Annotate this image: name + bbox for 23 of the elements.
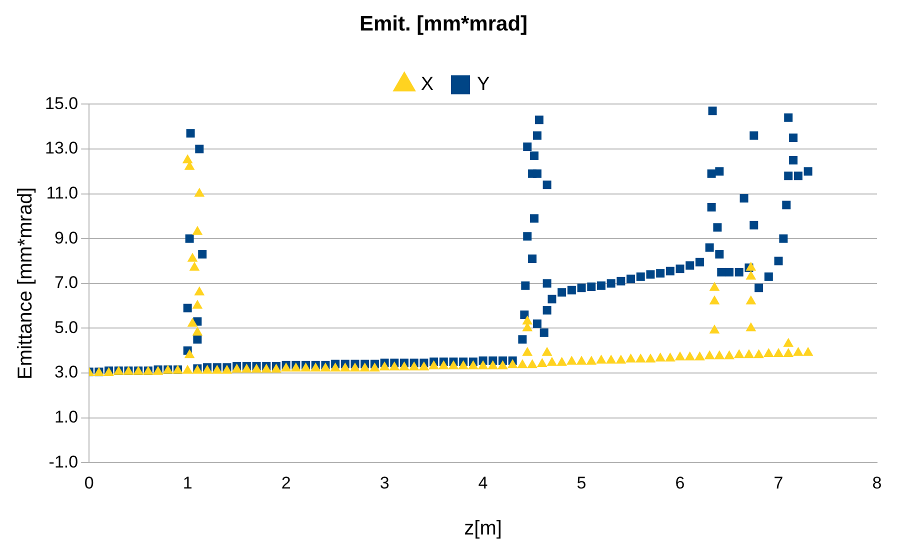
y-tick-label: 13.0 (44, 138, 78, 158)
legend-label: Y (477, 74, 490, 95)
x-tick-label: 3 (380, 473, 390, 492)
y-axis-title: Emittance [mm*mrad] (14, 187, 37, 380)
y-tick-label: 7.0 (54, 273, 78, 292)
y-tick-label: 1.0 (54, 407, 78, 426)
y-tick-label: 5.0 (54, 318, 78, 337)
x-tick-label: 7 (774, 473, 784, 492)
x-tick-label: 2 (281, 473, 291, 492)
x-tick-label: 5 (576, 473, 586, 492)
x-tick-label: 0 (84, 473, 94, 492)
chart-title: Emit. [mm*mrad] (359, 12, 528, 36)
y-tick-label: 3.0 (54, 362, 78, 382)
x-axis-title: z[m] (464, 518, 502, 540)
y-tick-label: -1.0 (48, 452, 78, 472)
x-tick-label: 8 (872, 473, 882, 492)
x-tick-label: 1 (182, 473, 192, 492)
y-tick-label: 15.0 (44, 94, 78, 113)
x-tick-label: 6 (675, 473, 685, 492)
y-tick-label: 9.0 (54, 228, 78, 248)
x-tick-label: 4 (478, 473, 488, 492)
legend-label: X (420, 74, 434, 95)
y-tick-label: 11.0 (46, 183, 78, 202)
